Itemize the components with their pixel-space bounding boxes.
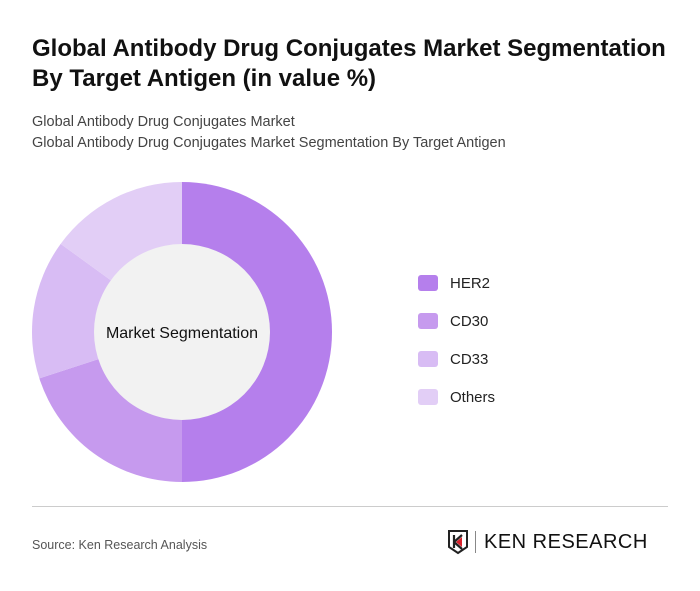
subtitle-market: Global Antibody Drug Conjugates Market	[32, 114, 295, 130]
legend-item-cd30: CD30	[418, 302, 495, 340]
legend-item-cd33: CD33	[418, 340, 495, 378]
legend-label: HER2	[450, 274, 491, 292]
subtitle-segmentation: Global Antibody Drug Conjugates Market S…	[32, 135, 506, 151]
donut-hole	[94, 244, 270, 420]
legend-swatch	[418, 313, 438, 329]
legend: HER2 CD30 CD33 Others	[418, 264, 495, 416]
ken-research-logo: KEN RESEARCH	[447, 529, 648, 555]
legend-label: Others	[450, 388, 496, 406]
chart-title: Global Antibody Drug Conjugates Market S…	[32, 35, 666, 92]
legend-label: CD33	[450, 350, 489, 368]
legend-item-her2: HER2	[418, 264, 495, 302]
legend-swatch	[418, 275, 438, 291]
logo-separator	[475, 531, 476, 553]
logo-text: KEN RESEARCH	[484, 530, 648, 553]
source-text: Source: Ken Research Analysis	[32, 538, 208, 552]
divider	[32, 506, 668, 507]
legend-swatch	[418, 389, 438, 405]
legend-label: CD30	[450, 312, 489, 330]
legend-item-others: Others	[418, 378, 495, 416]
center-label: Market Segmentation	[106, 325, 258, 342]
legend-swatch	[418, 351, 438, 367]
ken-logo-icon	[448, 530, 468, 555]
